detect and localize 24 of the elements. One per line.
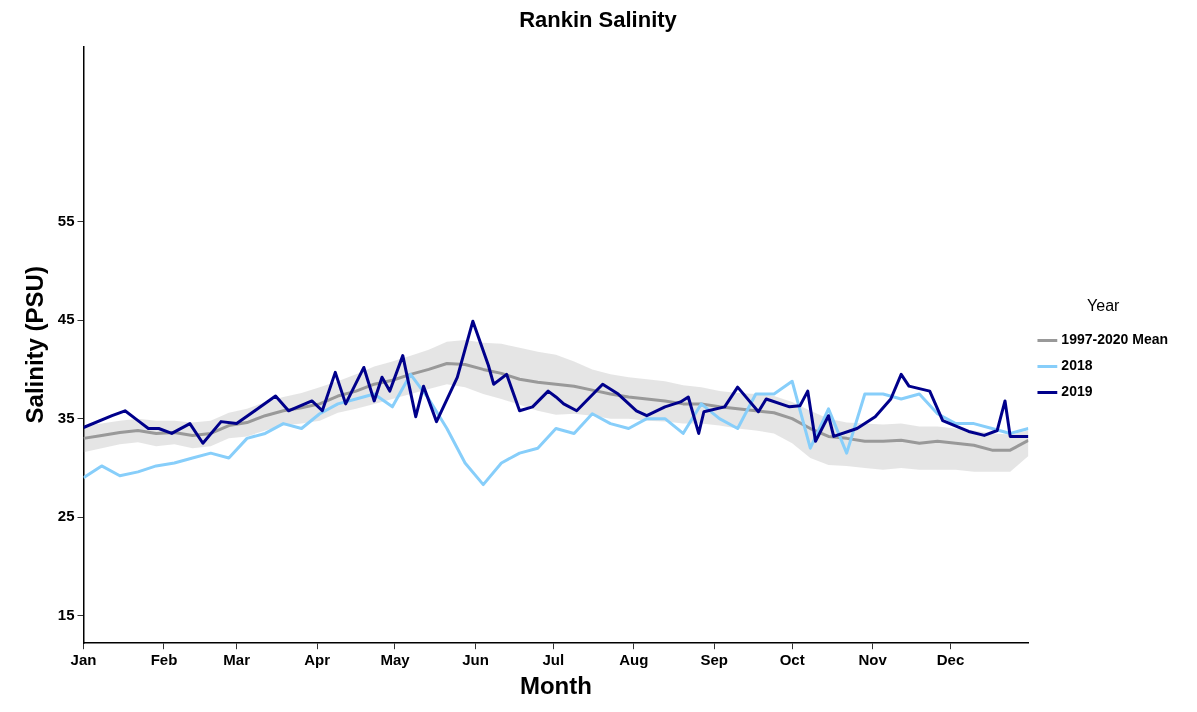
x-tick-label: Nov bbox=[858, 651, 888, 669]
y-tick-label: 35 bbox=[57, 408, 75, 426]
x-tick-label: Sep bbox=[700, 651, 729, 669]
x-tick-label: Mar bbox=[223, 651, 251, 669]
x-tick-label: Oct bbox=[779, 651, 805, 669]
legend-label: 2019 bbox=[1061, 383, 1093, 400]
y-tick-label: 15 bbox=[57, 605, 75, 623]
y-tick-label: 25 bbox=[57, 507, 75, 525]
x-tick-label: Jan bbox=[70, 651, 97, 669]
x-tick-label: Dec bbox=[936, 651, 965, 669]
x-axis-title: Month bbox=[519, 672, 592, 700]
y-tick-label: 55 bbox=[57, 211, 75, 229]
legend-label: 1997-2020 Mean bbox=[1061, 331, 1169, 348]
x-tick-label: Jun bbox=[462, 651, 489, 669]
chart-title: Rankin Salinity bbox=[519, 7, 678, 33]
x-tick-label: Jul bbox=[542, 651, 565, 669]
x-tick-label: Aug bbox=[619, 651, 649, 669]
x-tick-label: May bbox=[380, 651, 411, 669]
x-tick-label: Feb bbox=[150, 651, 178, 669]
legend-title: Year bbox=[1087, 296, 1121, 314]
y-axis-title: Salinity (PSU) bbox=[21, 266, 49, 424]
legend-label: 2018 bbox=[1061, 357, 1093, 374]
x-tick-label: Apr bbox=[304, 651, 331, 669]
y-tick-label: 45 bbox=[57, 310, 75, 328]
